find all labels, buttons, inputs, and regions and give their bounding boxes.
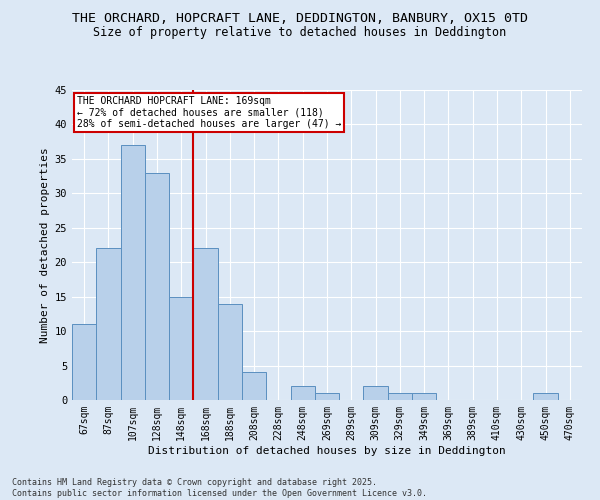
X-axis label: Distribution of detached houses by size in Deddington: Distribution of detached houses by size … xyxy=(148,446,506,456)
Bar xyxy=(218,304,242,400)
Y-axis label: Number of detached properties: Number of detached properties xyxy=(40,147,50,343)
Bar xyxy=(121,145,145,400)
Bar xyxy=(290,386,315,400)
Text: Size of property relative to detached houses in Deddington: Size of property relative to detached ho… xyxy=(94,26,506,39)
Bar xyxy=(364,386,388,400)
Bar xyxy=(533,393,558,400)
Text: THE ORCHARD HOPCRAFT LANE: 169sqm
← 72% of detached houses are smaller (118)
28%: THE ORCHARD HOPCRAFT LANE: 169sqm ← 72% … xyxy=(77,96,341,130)
Text: THE ORCHARD, HOPCRAFT LANE, DEDDINGTON, BANBURY, OX15 0TD: THE ORCHARD, HOPCRAFT LANE, DEDDINGTON, … xyxy=(72,12,528,26)
Bar xyxy=(169,296,193,400)
Bar xyxy=(145,172,169,400)
Text: Contains HM Land Registry data © Crown copyright and database right 2025.
Contai: Contains HM Land Registry data © Crown c… xyxy=(12,478,427,498)
Bar xyxy=(193,248,218,400)
Bar xyxy=(315,393,339,400)
Bar xyxy=(96,248,121,400)
Bar xyxy=(388,393,412,400)
Bar xyxy=(242,372,266,400)
Bar xyxy=(412,393,436,400)
Bar xyxy=(72,324,96,400)
